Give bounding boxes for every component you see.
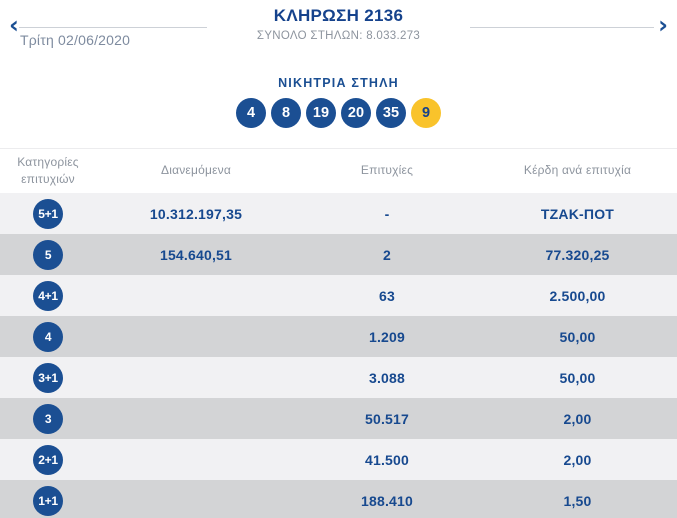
table-row: 5 154.640,51 2 77.320,25 — [0, 234, 677, 275]
winning-number-ball: 8 — [271, 98, 301, 128]
divider-right — [470, 27, 654, 28]
table-row: 3+1 3.088 50,00 — [0, 357, 677, 398]
table-header-row: Κατηγορίες επιτυχιών Διανεμόμενα Επιτυχί… — [0, 149, 677, 193]
per-win-value: 2,00 — [563, 451, 592, 468]
category-badge: 1+1 — [33, 485, 63, 516]
results-table: Κατηγορίες επιτυχιών Διανεμόμενα Επιτυχί… — [0, 148, 677, 518]
winning-column-label: ΝΙΚΗΤΡΙΑ ΣΤΗΛΗ — [278, 76, 399, 90]
per-win-value: 1,50 — [563, 492, 592, 509]
wins-value: - — [384, 205, 390, 222]
winning-number-ball: 19 — [306, 98, 336, 128]
category-badge: 3 — [33, 403, 63, 434]
category-badge: 3+1 — [33, 362, 63, 393]
col-header-winnings-per-win: Κέρδη ανά επιτυχία — [523, 163, 632, 178]
winning-column-section: ΝΙΚΗΤΡΙΑ ΣΤΗΛΗ 4 8 19 20 35 9 — [0, 62, 677, 148]
wins-value: 41.500 — [364, 451, 410, 468]
wins-value: 63 — [379, 287, 395, 304]
distributed-value: 10.312.197,35 — [149, 205, 243, 222]
wins-value: 50.517 — [364, 410, 410, 427]
per-win-value: 2.500,00 — [549, 287, 606, 304]
per-win-value: 50,00 — [559, 328, 596, 345]
category-badge: 2+1 — [33, 444, 63, 475]
wins-value: 188.410 — [360, 492, 413, 509]
chevron-right-icon: › — [658, 11, 668, 39]
per-win-value: 2,00 — [563, 410, 592, 427]
per-win-value: 77.320,25 — [545, 246, 610, 263]
draw-header: ‹ Τρίτη 02/06/2020 ΚΛΗΡΩΣΗ 2136 ΣΥΝΟΛΟ Σ… — [0, 0, 677, 62]
wins-value: 1.209 — [368, 328, 406, 345]
divider-left — [19, 27, 207, 28]
table-row: 5+1 10.312.197,35 - ΤΖΑΚ-ΠΟΤ — [0, 193, 677, 234]
table-row: 4 1.209 50,00 — [0, 316, 677, 357]
category-badge: 5 — [33, 239, 63, 270]
wins-value: 2 — [383, 246, 391, 263]
col-header-categories: Κατηγορίες επιτυχιών — [17, 154, 79, 186]
winning-number-ball: 4 — [236, 98, 266, 128]
prev-draw-button[interactable]: ‹ — [3, 13, 25, 37]
chevron-left-icon: ‹ — [9, 11, 19, 39]
per-win-value: ΤΖΑΚ-ΠΟΤ — [540, 205, 615, 222]
winning-numbers: 4 8 19 20 35 9 — [0, 98, 677, 128]
joker-number-ball: 9 — [411, 98, 441, 128]
draw-title: ΚΛΗΡΩΣΗ 2136 — [273, 6, 404, 25]
table-row: 4+1 63 2.500,00 — [0, 275, 677, 316]
draw-date: Τρίτη 02/06/2020 — [20, 32, 131, 48]
category-badge: 5+1 — [33, 198, 63, 229]
total-columns-label: ΣΥΝΟΛΟ ΣΤΗΛΩΝ: 8.033.273 — [256, 30, 421, 42]
table-row: 3 50.517 2,00 — [0, 398, 677, 439]
next-draw-button[interactable]: › — [652, 13, 674, 37]
table-row: 1+1 188.410 1,50 — [0, 480, 677, 518]
category-badge: 4 — [33, 321, 63, 352]
per-win-value: 50,00 — [559, 369, 596, 386]
winning-number-ball: 35 — [376, 98, 406, 128]
col-header-wins: Επιτυχίες — [360, 163, 414, 178]
winning-number-ball: 20 — [341, 98, 371, 128]
category-badge: 4+1 — [33, 280, 63, 311]
distributed-value: 154.640,51 — [159, 246, 233, 263]
col-header-distributed: Διανεμόμενα — [161, 163, 231, 178]
table-row: 2+1 41.500 2,00 — [0, 439, 677, 480]
wins-value: 3.088 — [368, 369, 406, 386]
